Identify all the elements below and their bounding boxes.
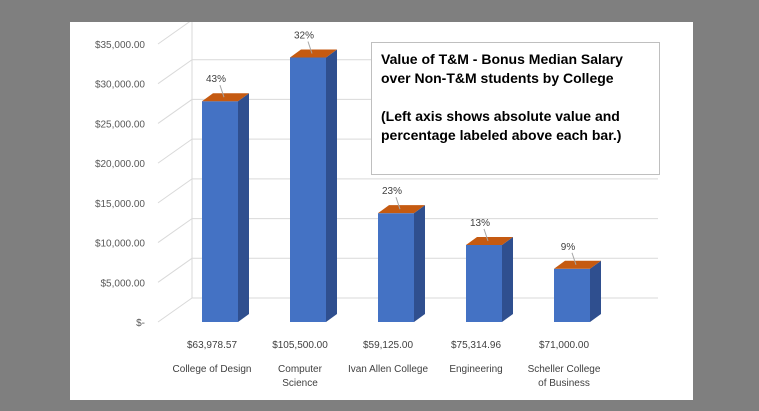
percent-label: 23% <box>382 186 402 197</box>
percent-label: 32% <box>294 31 314 42</box>
median-salary-label: $59,125.00 <box>363 340 413 351</box>
y-tick-label: $25,000.00 <box>95 119 145 130</box>
percent-label: 43% <box>206 74 226 85</box>
y-tick-label: $10,000.00 <box>95 239 145 250</box>
label-leader-line <box>395 197 401 210</box>
bar <box>378 213 414 322</box>
median-salary-label: $63,978.57 <box>187 340 237 351</box>
label-leader-line <box>571 252 577 265</box>
label-leader-line <box>219 85 225 98</box>
bar-chart: $- $5,000.00 $10,000.00 $15,000.00 $20,000.0… <box>95 22 658 389</box>
bar-top <box>202 93 249 102</box>
annotation-line-2: over Non-T&M students by College <box>381 70 614 86</box>
annotation-spacer <box>381 88 650 107</box>
bar-side <box>590 260 601 322</box>
category-label: Ivan Allen College <box>348 364 428 375</box>
bar-top <box>378 205 425 214</box>
percent-label: 13% <box>470 218 490 229</box>
gridline <box>157 22 191 45</box>
median-salary-label: $75,314.96 <box>451 340 501 351</box>
bar-top <box>554 260 601 269</box>
bar-top <box>290 49 337 58</box>
category-label: of Business <box>538 378 590 389</box>
y-tick-label: $- <box>136 318 145 329</box>
category-label: Scheller College <box>528 364 601 375</box>
x-axis-labels: $63,978.57 College of Design $105,500.00 Co… <box>173 340 601 389</box>
bar-side <box>502 236 513 322</box>
bar-side <box>326 49 337 322</box>
chart-area: $- $5,000.00 $10,000.00 $15,000.00 $20,000.0… <box>70 22 693 400</box>
data-labels: 43% 32% 23% 13% 9% <box>206 31 577 265</box>
y-tick-label: $35,000.00 <box>95 40 145 51</box>
annotation-line-3: (Left axis shows absolute value and <box>381 108 620 124</box>
bar-top <box>466 236 513 245</box>
annotation-line-1: Value of T&M - Bonus Median Salary <box>381 51 623 67</box>
bars <box>202 49 601 322</box>
category-label: College of Design <box>173 364 252 375</box>
y-tick-label: $15,000.00 <box>95 199 145 210</box>
annotation-line-4: percentage labeled above each bar.) <box>381 127 622 143</box>
label-leader-line <box>483 228 489 242</box>
category-label: Engineering <box>449 364 502 375</box>
bar <box>554 268 590 322</box>
percent-label: 9% <box>561 242 576 253</box>
chart-annotation-box: Value of T&M - Bonus Median Salary over … <box>371 42 660 175</box>
category-label: Science <box>282 378 318 389</box>
category-label: Computer <box>278 364 323 375</box>
bar-side <box>414 205 425 322</box>
bar <box>466 244 502 322</box>
median-salary-label: $71,000.00 <box>539 340 589 351</box>
median-salary-label: $105,500.00 <box>272 340 328 351</box>
y-tick-label: $5,000.00 <box>101 278 146 289</box>
y-tick-label: $30,000.00 <box>95 80 145 91</box>
label-leader-line <box>307 41 313 54</box>
bar <box>202 101 238 322</box>
bar-side <box>238 93 249 322</box>
gridlines <box>157 22 658 323</box>
y-axis-tick-labels: $- $5,000.00 $10,000.00 $15,000.00 $20,000.0… <box>95 40 145 329</box>
bar <box>290 57 326 322</box>
y-tick-label: $20,000.00 <box>95 159 145 170</box>
